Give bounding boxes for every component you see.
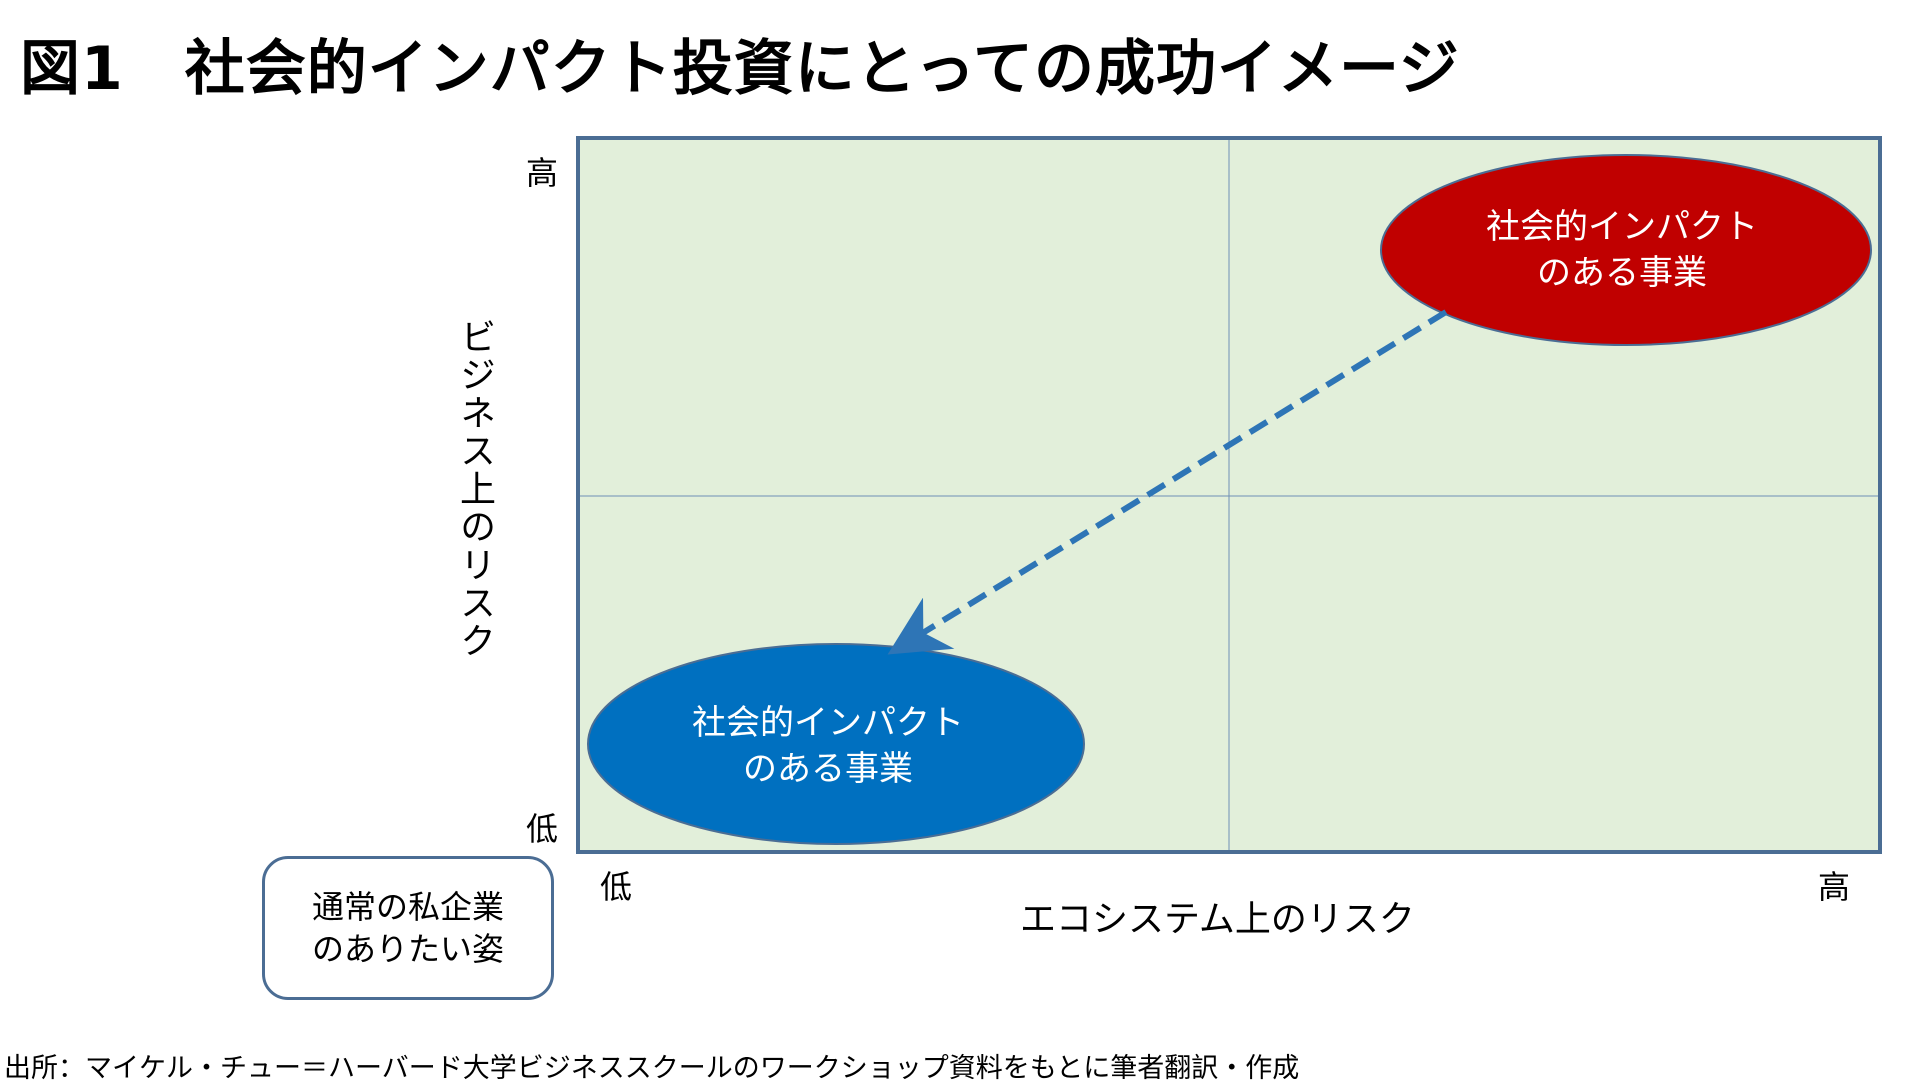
note-line1: 通常の私企業 [311, 888, 504, 926]
y-axis-low-label: 低 [526, 810, 559, 848]
ideal-private-company-box: 通常の私企業 のありたい姿 [262, 856, 554, 1000]
low-risk-business-line2: のある事業 [743, 749, 913, 789]
figure-title: 図1 社会的インパクト投資にとっての成功イメージ [20, 34, 1460, 104]
high-risk-business-label: 社会的インパクト のある事業 [1442, 204, 1802, 296]
y-axis-high-label: 高 [526, 154, 559, 192]
note-line2: のありたい姿 [311, 930, 504, 968]
x-axis-title: エコシステム上のリスク [1020, 899, 1415, 940]
low-risk-business-line1: 社会的インパクト [692, 703, 964, 743]
high-risk-business-line2: のある事業 [1537, 253, 1707, 293]
x-axis-high-label: 高 [1818, 868, 1851, 906]
low-risk-business-ellipse [587, 643, 1085, 845]
high-risk-business-line1: 社会的インパクト [1486, 207, 1758, 247]
source-caption: 出所：マイケル・チュー＝ハーバード大学ビジネススクールのワークショップ資料をもと… [4, 1053, 1300, 1084]
x-axis-low-label: 低 [600, 868, 633, 906]
transition-arrow [887, 309, 1448, 655]
high-risk-business-ellipse [1380, 154, 1872, 346]
y-axis-title: ビジネス上のリスク [454, 318, 495, 660]
low-risk-business-label: 社会的インパクト のある事業 [648, 700, 1008, 792]
